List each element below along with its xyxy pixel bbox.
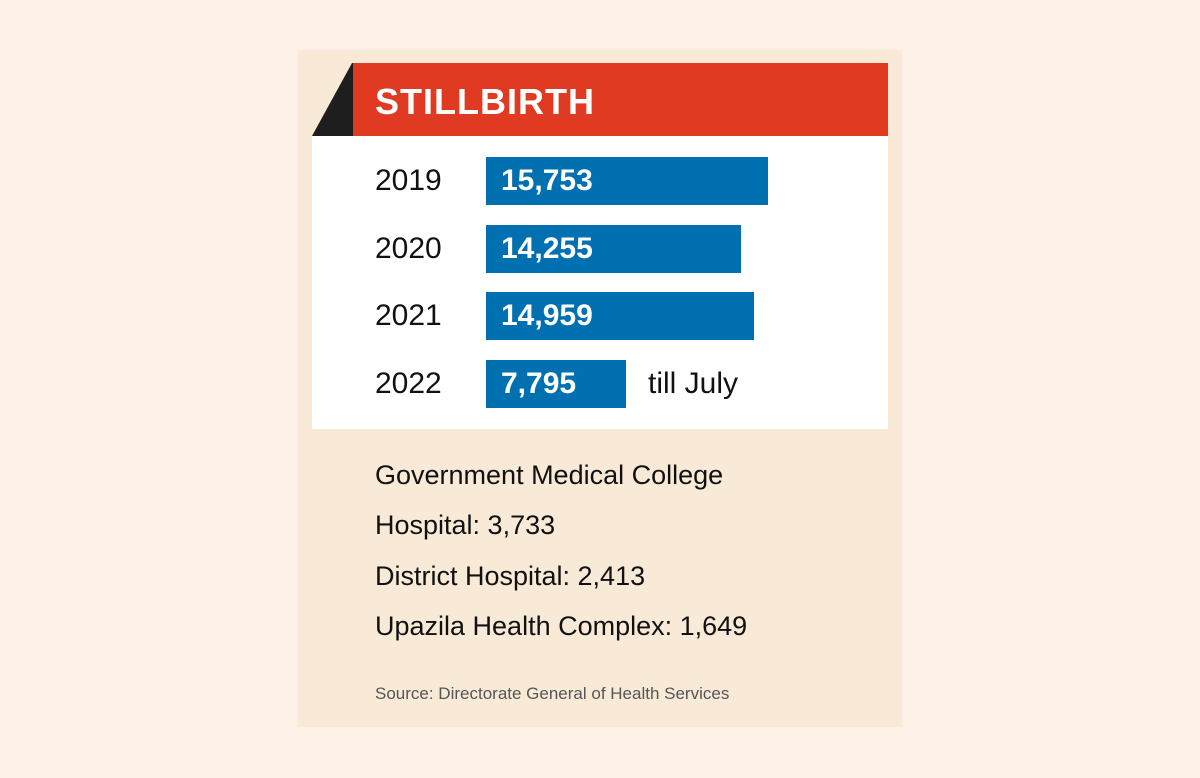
bar-annotation: till July <box>648 367 739 400</box>
bar-value-label: 7,795 <box>501 367 577 400</box>
bar-2022 <box>486 360 626 408</box>
bar-value-label: 15,753 <box>501 164 593 197</box>
category-label: 2020 <box>375 232 442 265</box>
category-label: 2021 <box>375 299 442 332</box>
breakdown-line: Upazila Health Complex: 1,649 <box>375 611 748 641</box>
breakdown-line: Government Medical College <box>375 460 724 490</box>
breakdown-line: Hospital: 3,733 <box>375 510 556 540</box>
bar-2020 <box>486 225 741 273</box>
source-note: Source: Directorate General of Health Se… <box>375 684 730 703</box>
category-label: 2022 <box>375 367 442 400</box>
header-accent-triangle <box>312 63 353 136</box>
bar-value-label: 14,959 <box>501 299 593 332</box>
title-banner <box>353 63 888 136</box>
bar-value-label: 14,255 <box>501 232 593 265</box>
category-label: 2019 <box>375 164 442 197</box>
bar-2021 <box>486 292 754 340</box>
bar-2019 <box>486 157 768 205</box>
breakdown-line: District Hospital: 2,413 <box>375 561 646 591</box>
chart-title: STILLBIRTH <box>375 81 595 122</box>
